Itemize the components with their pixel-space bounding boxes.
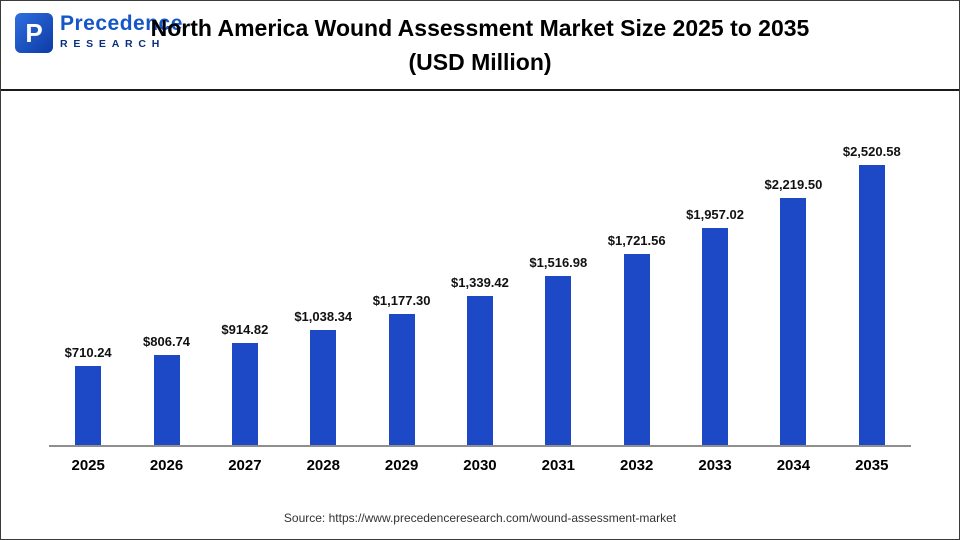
x-axis-label: 2027 <box>228 457 262 474</box>
bar-value-label: $1,516.98 <box>529 255 588 271</box>
bar-column: $806.74 <box>127 334 205 445</box>
bar-value-label: $1,177.30 <box>372 293 431 309</box>
logo-brand-subtitle: RESEARCH <box>60 38 166 50</box>
bar-value-label: $710.24 <box>64 345 112 361</box>
bar-column: $1,339.42 <box>441 275 519 445</box>
bar-column: $1,957.02 <box>676 207 754 445</box>
x-axis-label: 2034 <box>776 457 811 474</box>
x-axis-label: 2031 <box>541 457 576 474</box>
bar <box>545 276 572 445</box>
bar <box>388 314 415 445</box>
chart-plot: $710.24 $806.74 $914.82 $1,038.34 $1,177.30 $… <box>49 135 911 447</box>
precedence-p-icon: P <box>15 13 53 53</box>
chart-title-line2: (USD Million) <box>408 49 552 75</box>
chart-title-line1: North America Wound Assessment Market Si… <box>150 15 810 41</box>
bar-column: $2,219.50 <box>754 177 832 445</box>
bar <box>780 198 807 445</box>
bar <box>153 355 180 445</box>
bar-value-label: $914.82 <box>221 322 269 338</box>
x-axis-label: 2029 <box>384 457 419 474</box>
bar-column: $1,038.34 <box>284 309 362 445</box>
bar-column: $2,520.58 <box>833 144 911 445</box>
bar-value-label: $1,957.02 <box>686 206 744 222</box>
bar-column: $1,177.30 <box>362 293 440 445</box>
x-axis-labels: 2025 2026 2027 2028 2029 2030 2031 2032 2033 2034… <box>49 447 911 474</box>
x-axis-label: 2026 <box>149 457 184 474</box>
x-axis-label: 2025 <box>71 457 105 474</box>
x-axis-label: 2030 <box>463 457 497 474</box>
bar-column: $1,516.98 <box>519 255 597 445</box>
bar <box>858 164 885 445</box>
x-axis-label: 2035 <box>855 457 889 474</box>
logo-brand-name: Precedence <box>60 12 183 35</box>
bar <box>310 329 337 445</box>
bar <box>231 343 258 445</box>
bar <box>466 296 493 445</box>
source-text: Source: https://www.precedenceresearch.c… <box>283 511 677 525</box>
bar <box>623 253 650 445</box>
bar <box>75 366 102 445</box>
logo-text: Precedence RESEARCH <box>60 13 183 50</box>
bar <box>702 227 729 445</box>
chart-title: North America Wound Assessment Market Si… <box>1 11 959 79</box>
bar-value-label: $1,339.42 <box>451 275 509 291</box>
x-axis-label: 2028 <box>306 457 340 474</box>
bar-column: $914.82 <box>206 322 284 445</box>
bar-value-label: $2,520.58 <box>842 143 901 159</box>
header: P Precedence RESEARCH North America Woun… <box>1 1 959 91</box>
bar-value-label: $1,721.56 <box>607 232 666 248</box>
bar-value-label: $1,038.34 <box>294 308 353 324</box>
bar-column: $1,721.56 <box>598 233 676 445</box>
x-axis-label: 2033 <box>698 457 732 474</box>
bar-column: $710.24 <box>49 345 127 445</box>
bar-value-label: $806.74 <box>143 334 191 350</box>
precedence-research-logo: P Precedence RESEARCH <box>15 13 183 53</box>
bar-value-label: $2,219.50 <box>764 177 823 193</box>
x-axis-label: 2032 <box>620 457 654 474</box>
